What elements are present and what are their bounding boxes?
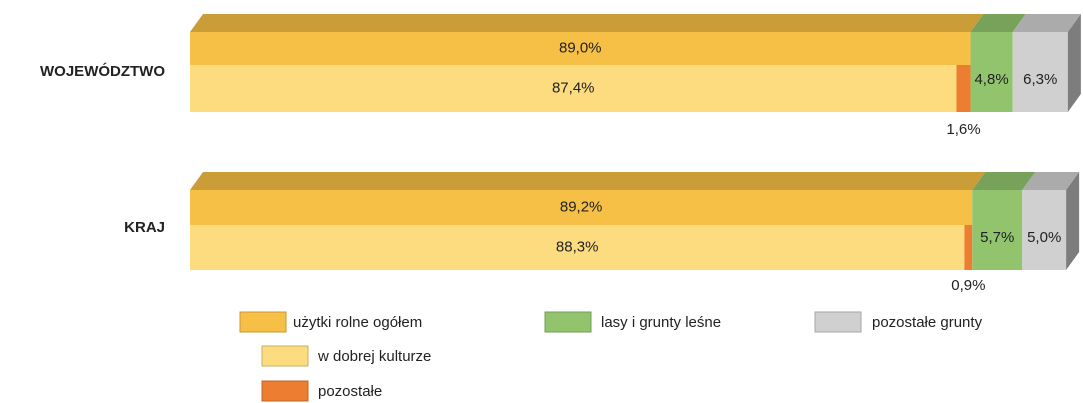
category-label: WOJEWÓDZTWO xyxy=(40,62,165,80)
bar-segment xyxy=(972,190,1023,270)
value-label: 1,6% xyxy=(946,121,980,138)
legend-label: użytki rolne ogółem xyxy=(293,314,422,331)
bar-segment xyxy=(970,32,1013,112)
legend-label: w dobrej kulturze xyxy=(317,348,431,365)
legend-swatch xyxy=(544,311,592,333)
bar-segment xyxy=(190,190,973,225)
bar-top xyxy=(1012,14,1081,32)
value-label: 5,0% xyxy=(1027,229,1061,246)
legend-swatch xyxy=(239,311,287,333)
legend-label: lasy i grunty leśne xyxy=(601,314,721,331)
bar-side xyxy=(1066,172,1080,270)
bar-top xyxy=(970,14,1026,32)
value-label: 89,2% xyxy=(560,198,603,215)
legend-swatch xyxy=(261,380,309,402)
legend-label: pozostałe xyxy=(318,383,382,400)
bar-top xyxy=(972,172,1036,190)
bar-segment xyxy=(190,65,957,112)
bar-segment xyxy=(964,225,973,270)
legend-label: pozostałe grunty xyxy=(872,314,983,331)
bar-segment xyxy=(956,65,971,112)
bar-segment xyxy=(1012,32,1068,112)
bar-top xyxy=(1022,172,1080,190)
value-label: 0,9% xyxy=(951,277,985,294)
bar-top xyxy=(190,14,984,32)
value-label: 87,4% xyxy=(552,79,595,96)
bar-segment xyxy=(190,32,971,65)
category-label: KRAJ xyxy=(124,219,165,236)
bar-top xyxy=(190,172,986,190)
value-label: 5,7% xyxy=(980,229,1014,246)
bar-segment xyxy=(190,225,965,270)
bar-side xyxy=(1067,14,1081,112)
legend-swatch xyxy=(814,311,862,333)
value-label: 4,8% xyxy=(974,71,1008,88)
value-label: 6,3% xyxy=(1023,71,1057,88)
value-label: 88,3% xyxy=(556,238,599,255)
value-label: 89,0% xyxy=(559,39,602,56)
legend-swatch xyxy=(261,345,309,367)
bar-segment xyxy=(1022,190,1067,270)
